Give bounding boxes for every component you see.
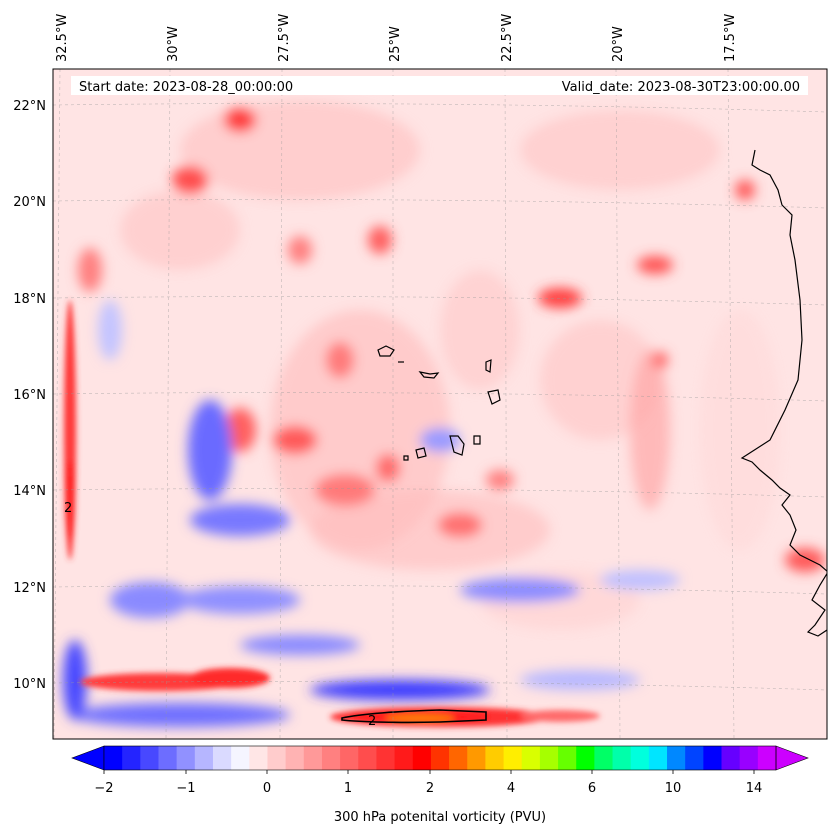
colorbar-segment — [648, 746, 668, 770]
lat-label: 18°N — [13, 292, 46, 307]
colorbar-segment — [104, 746, 123, 770]
pv-field-shading — [63, 100, 825, 727]
lat-label: 22°N — [13, 99, 46, 114]
colorbar-tick-label: −2 — [94, 781, 113, 796]
colorbar-segment — [358, 746, 377, 770]
colorbar-segment — [449, 746, 468, 770]
contour-label: 2 — [368, 714, 376, 729]
colorbar-segment — [539, 746, 559, 770]
colorbar-segment — [122, 746, 141, 770]
latitude-labels: 22°N 20°N 18°N 16°N 14°N 12°N 10°N — [13, 99, 46, 692]
colorbar-tick-label: 4 — [507, 781, 515, 796]
colorbar-segment — [430, 746, 450, 770]
colorbar-segment — [412, 746, 432, 770]
colorbar-segment — [394, 746, 414, 770]
colorbar-segment — [340, 746, 359, 770]
lat-label: 16°N — [13, 388, 46, 403]
colorbar-tick-label: 14 — [746, 781, 763, 796]
colorbar-segment — [303, 746, 323, 770]
colorbar-segment — [158, 746, 178, 770]
colorbar-segment — [267, 746, 287, 770]
colorbar-segment — [249, 746, 268, 770]
colorbar-segment — [739, 746, 759, 770]
colorbar-min-arrow — [71, 745, 105, 771]
colorbar-segment — [285, 746, 305, 770]
colorbar-label: 300 hPa potenital vorticity (PVU) — [334, 810, 546, 825]
colorbar-segment — [576, 746, 595, 770]
map-frame — [52, 68, 828, 740]
colorbar-segment — [503, 746, 523, 770]
lon-label: 32.5°W — [55, 14, 70, 62]
colorbar-segment — [467, 746, 486, 770]
colorbar-tick-label: 10 — [665, 781, 682, 796]
colorbar-segment — [140, 746, 159, 770]
colorbar-segment — [231, 746, 250, 770]
colorbar-tick-label: 1 — [344, 781, 352, 796]
colorbar-segment — [485, 746, 505, 770]
colorbar-segment — [521, 746, 541, 770]
lon-label: 27.5°W — [277, 14, 292, 62]
colorbar-segment — [667, 746, 686, 770]
lat-label: 10°N — [13, 677, 46, 692]
map-plot-area: 2 2 — [53, 69, 827, 739]
colorbar-segment — [685, 746, 704, 770]
lon-label: 20°W — [611, 26, 626, 62]
colorbar-tick-label: 0 — [263, 781, 271, 796]
colorbar-segment — [321, 746, 341, 770]
contour-label-west: 2 — [64, 501, 72, 516]
colorbar-tick-label: 6 — [588, 781, 596, 796]
lon-label: 25°W — [388, 26, 403, 62]
colorbar-segment — [376, 746, 396, 770]
colorbar-segment — [703, 746, 723, 770]
lat-label: 12°N — [13, 581, 46, 596]
colorbar-frame — [103, 745, 777, 771]
colorbar-segment — [757, 746, 777, 770]
africa-coastline — [740, 149, 827, 637]
longitude-labels: 32.5°W 30°W 27.5°W 25°W 22.5°W 20°W 17.5°W — [55, 14, 738, 62]
lon-label: 30°W — [166, 26, 181, 62]
colorbar-segment — [630, 746, 650, 770]
colorbar: −2 −1 0 1 2 4 6 10 14 — [71, 745, 809, 796]
pv-contour-2 — [341, 709, 487, 724]
colorbar-segment — [194, 746, 214, 770]
date-info-bar — [71, 76, 808, 95]
colorbar-max-arrow — [775, 745, 809, 771]
cape-verde-islands — [377, 345, 501, 461]
lon-label: 22.5°W — [500, 14, 515, 62]
lat-label: 20°N — [13, 195, 46, 210]
colorbar-segment — [612, 746, 632, 770]
colorbar-tick-label: −1 — [176, 781, 195, 796]
lon-label: 17.5°W — [723, 14, 738, 62]
graticule — [53, 69, 827, 739]
colorbar-tick-label: 2 — [426, 781, 434, 796]
lat-label: 14°N — [13, 484, 46, 499]
start-date-text: Start date: 2023-08-28_00:00:00 — [79, 80, 293, 95]
colorbar-segment — [212, 746, 232, 770]
colorbar-segment — [176, 746, 196, 770]
colorbar-segment — [721, 746, 741, 770]
colorbar-segment — [558, 746, 577, 770]
valid-date-text: Valid_date: 2023-08-30T23:00:00.00 — [562, 80, 800, 95]
colorbar-segment — [594, 746, 614, 770]
